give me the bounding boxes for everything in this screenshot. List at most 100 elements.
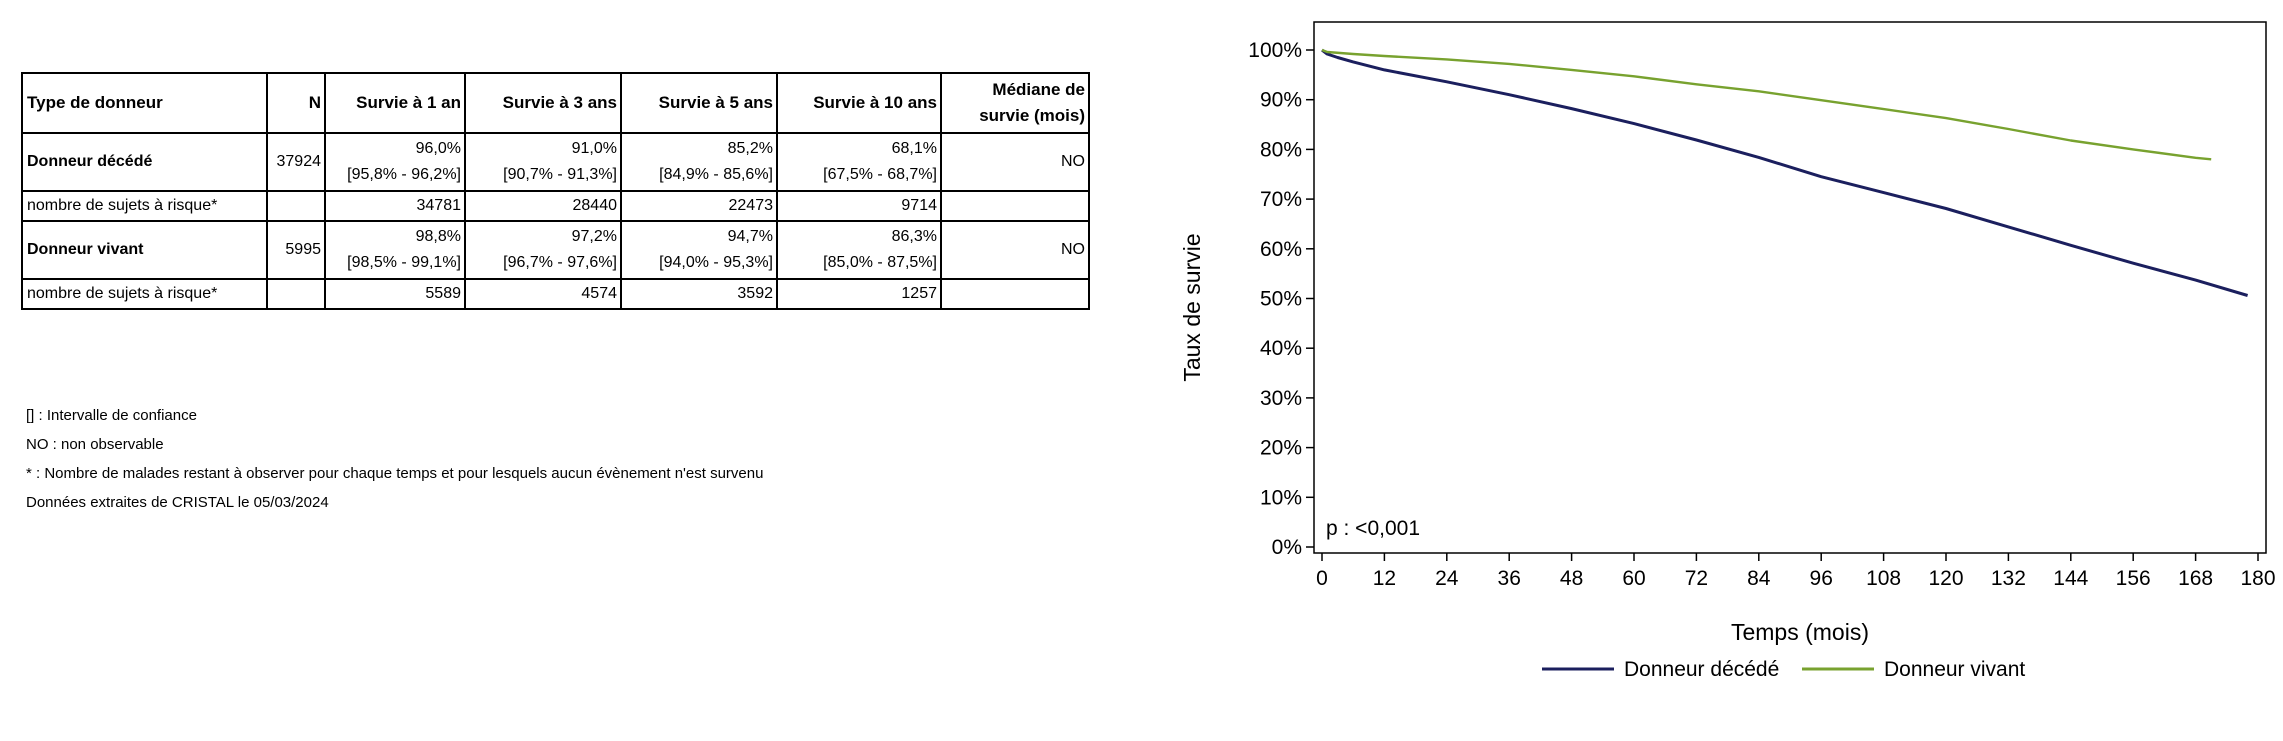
risk-10y: 1257 [776,278,942,310]
x-tick-label: 180 [2240,567,2275,590]
cell-median: NO [940,132,1090,192]
x-tick-label: 12 [1373,567,1396,590]
y-axis-label: Taux de survie [1179,233,1205,381]
cell-survival-5y: 85,2% [84,9% - 85,6%] [620,132,778,192]
footnote-ci: [] : Intervalle de confiance [26,407,197,424]
confidence-interval: [90,7% - 91,3%] [503,166,617,183]
value: 94,7% [727,228,773,245]
risk-3y: 28440 [464,190,622,222]
confidence-interval: [85,0% - 87,5%] [823,254,937,271]
x-tick-label: 60 [1622,567,1645,590]
value: 96,0% [415,140,461,157]
y-tick-label: 0% [1272,536,1302,559]
risk-median-empty [940,278,1090,310]
x-tick-label: 24 [1435,567,1459,590]
confidence-interval: [95,8% - 96,2%] [347,166,461,183]
table-row-risk-vivant: nombre de sujets à risque* 5589 4574 359… [21,278,1090,310]
value: 98,8% [415,228,461,245]
x-tick-label: 72 [1685,567,1708,590]
confidence-interval: [84,9% - 85,6%] [659,166,773,183]
table-row-donneur-decede: Donneur décédé 37924 96,0% [95,8% - 96,2%… [21,132,1090,192]
x-tick-label: 168 [2178,567,2213,590]
cell-median: NO [940,220,1090,280]
cell-survival-1y: 96,0% [95,8% - 96,2%] [324,132,466,192]
risk-label: nombre de sujets à risque* [21,190,268,222]
y-tick-label: 90% [1260,89,1302,112]
y-tick-label: 70% [1260,188,1302,211]
survival-table-container: Type de donneur N Survie à 1 an Survie à… [21,72,1090,310]
y-tick-label: 60% [1260,238,1302,261]
y-tick-label: 50% [1260,288,1302,311]
footnotes: [] : Intervalle de confiance NO : non ob… [26,406,763,522]
value: 86,3% [891,228,937,245]
header-n: N [266,72,326,134]
cell-survival-3y: 97,2% [96,7% - 97,6%] [464,220,622,280]
p-value-annotation: p : <0,001 [1326,517,1420,540]
confidence-interval: [67,5% - 68,7%] [823,166,937,183]
confidence-interval: [96,7% - 97,6%] [503,254,617,271]
legend-label-donneur-vivant: Donneur vivant [1884,658,2025,681]
y-tick-label: 20% [1260,437,1302,460]
row-n: 5995 [266,220,326,280]
risk-n-empty [266,190,326,222]
x-tick-label: 84 [1747,567,1771,590]
cell-survival-3y: 91,0% [90,7% - 91,3%] [464,132,622,192]
confidence-interval: [94,0% - 95,3%] [659,254,773,271]
x-tick-label: 96 [1810,567,1833,590]
risk-5y: 22473 [620,190,778,222]
risk-1y: 5589 [324,278,466,310]
y-tick-label: 100% [1248,39,1302,62]
y-tick-label: 40% [1260,337,1302,360]
x-tick-label: 0 [1316,567,1328,590]
cell-survival-10y: 86,3% [85,0% - 87,5%] [776,220,942,280]
row-n: 37924 [266,132,326,192]
series-line-donneur-vivant [1321,48,2212,161]
table-row-risk-decede: nombre de sujets à risque* 34781 28440 2… [21,190,1090,222]
risk-5y: 3592 [620,278,778,310]
x-tick-label: 108 [1866,567,1901,590]
header-median-line2: survie (mois) [979,106,1085,125]
confidence-interval: [98,5% - 99,1%] [347,254,461,271]
header-survival-1y: Survie à 1 an [324,72,466,134]
header-type: Type de donneur [21,72,268,134]
row-label: Donneur vivant [21,220,268,280]
value: 97,2% [571,228,617,245]
y-tick-label: 10% [1260,486,1302,509]
x-tick-label: 156 [2116,567,2151,590]
cell-survival-1y: 98,8% [98,5% - 99,1%] [324,220,466,280]
x-tick-label: 120 [1928,567,1963,590]
risk-n-empty [266,278,326,310]
y-tick-label: 80% [1260,138,1302,161]
x-tick-label: 48 [1560,567,1583,590]
legend-label-donneur-decede: Donneur décédé [1624,658,1779,681]
footnote-risk: * : Nombre de malades restant à observer… [26,465,764,482]
risk-10y: 9714 [776,190,942,222]
survival-chart: 0% 10% 20% 30% 40% 50% 60% 70% 80% 90% 100% 0 12 24 36… [1179,21,2276,681]
x-tick-label: 132 [1991,567,2026,590]
risk-label: nombre de sujets à risque* [21,278,268,310]
x-axis-label: Temps (mois) [1731,619,1869,645]
survival-table: Type de donneur N Survie à 1 an Survie à… [21,72,1090,310]
x-tick-label: 144 [2053,567,2088,590]
x-tick-label: 36 [1498,567,1521,590]
value: 91,0% [571,140,617,157]
header-median: Médiane de survie (mois) [940,72,1090,134]
cell-survival-5y: 94,7% [94,0% - 95,3%] [620,220,778,280]
header-survival-10y: Survie à 10 ans [776,72,942,134]
risk-1y: 34781 [324,190,466,222]
series-line-donneur-decede [1321,48,2249,297]
table-row-donneur-vivant: Donneur vivant 5995 98,8% [98,5% - 99,1%]… [21,220,1090,280]
table-header-row: Type de donneur N Survie à 1 an Survie à… [21,72,1090,134]
cell-survival-10y: 68,1% [67,5% - 68,7%] [776,132,942,192]
y-tick-label: 30% [1260,387,1302,410]
header-survival-5y: Survie à 5 ans [620,72,778,134]
value: 68,1% [891,140,937,157]
plot-frame [1313,21,2267,554]
footnote-source: Données extraites de CRISTAL le 05/03/20… [26,494,329,511]
value: 85,2% [727,140,773,157]
footnote-no: NO : non observable [26,436,164,453]
risk-median-empty [940,190,1090,222]
row-label: Donneur décédé [21,132,268,192]
header-median-line1: Médiane de [992,80,1085,99]
header-survival-3y: Survie à 3 ans [464,72,622,134]
